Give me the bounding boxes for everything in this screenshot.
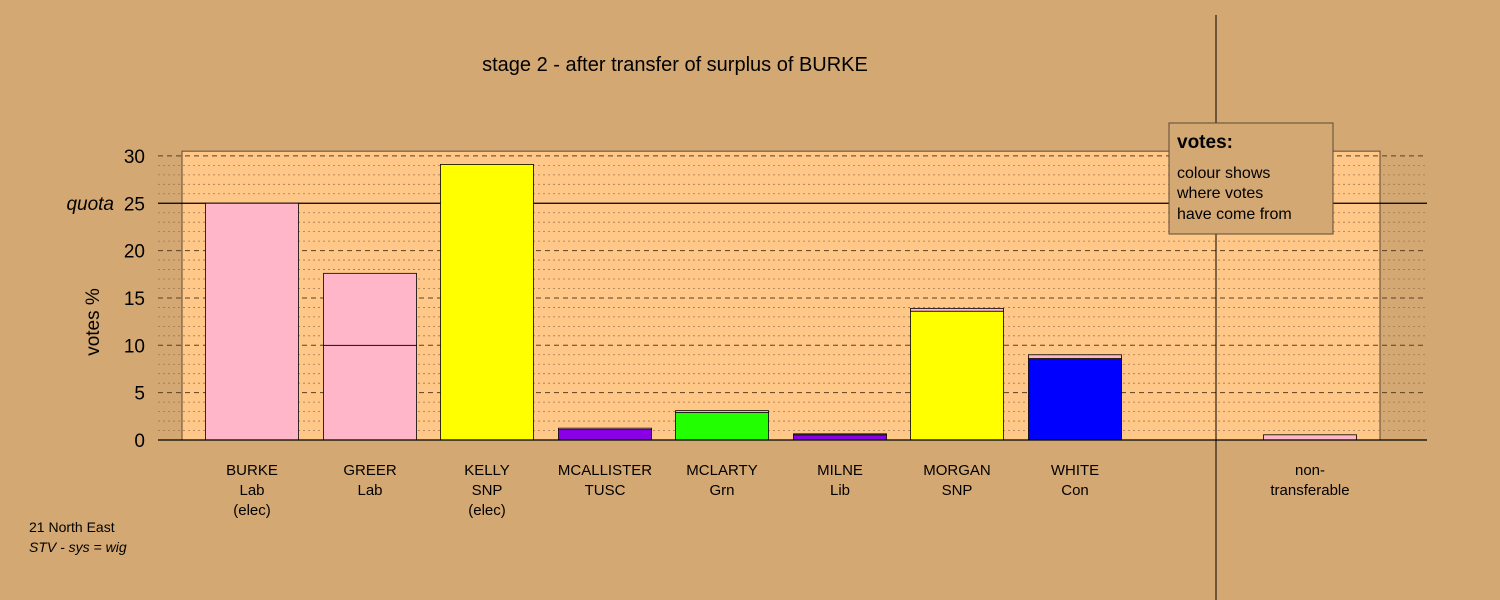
y-tick-label: 20	[124, 242, 145, 263]
bar-segment	[793, 433, 887, 436]
candidate-label: MCLARTY	[686, 462, 757, 479]
candidate-label: Grn	[709, 482, 734, 499]
bar-segment	[323, 344, 417, 441]
legend-line: have come from	[1177, 206, 1292, 223]
candidate-label: GREER	[343, 462, 397, 479]
x-axis-labels: BURKE Lab (elec) GREER Lab KELLY SNP (elec) MCAL…	[226, 462, 1349, 519]
candidate-label: MILNE	[817, 462, 863, 479]
candidate-label: Lab	[239, 482, 264, 499]
bar-segment	[675, 412, 769, 441]
y-tick-label: 0	[134, 431, 145, 452]
candidate-label: WHITE	[1051, 462, 1099, 479]
candidate-label: KELLY	[464, 462, 510, 479]
candidate-label: (elec)	[233, 502, 271, 519]
bar-segment	[1028, 354, 1122, 359]
bar-segment	[558, 429, 652, 441]
quota-label: quota	[66, 194, 114, 215]
y-tick-label: 15	[124, 289, 145, 310]
bar-segment	[910, 307, 1004, 312]
y-tick-label: 5	[134, 384, 145, 405]
bar-segment	[558, 427, 652, 430]
y-tick-label: 25	[124, 194, 145, 215]
candidate-label: BURKE	[226, 462, 278, 479]
bar-segment	[1263, 434, 1357, 441]
bars	[205, 164, 1357, 441]
candidate-label: MORGAN	[923, 462, 991, 479]
legend-box	[1168, 122, 1334, 235]
bar-segment	[1028, 358, 1122, 441]
footnote-system: STV - sys = wig	[29, 539, 127, 555]
candidate-label: Lib	[830, 482, 850, 499]
bar-segment	[440, 164, 534, 441]
candidate-label: non-	[1295, 462, 1325, 479]
y-axis-label: votes %	[83, 288, 104, 356]
candidate-label: Con	[1061, 482, 1089, 499]
legend-line: colour shows	[1177, 165, 1270, 182]
bar-segment	[910, 310, 1004, 441]
y-axis: 0 5 10 15 20 25 30	[124, 147, 1427, 452]
bar-segment	[793, 434, 887, 441]
y-tick-label: 30	[124, 147, 145, 168]
legend-line: where votes	[1176, 185, 1263, 202]
legend-title: votes:	[1177, 132, 1233, 153]
bar-segment	[323, 272, 417, 346]
candidate-label: transferable	[1270, 482, 1349, 499]
chart-title: stage 2 - after transfer of surplus of B…	[482, 54, 868, 76]
candidate-label: MCALLISTER	[558, 462, 652, 479]
candidate-label: TUSC	[585, 482, 626, 499]
bar-segment	[205, 202, 299, 441]
y-tick-label: 10	[124, 336, 145, 357]
legend: votes: colour shows where votes have com…	[1168, 122, 1334, 235]
candidate-label: (elec)	[468, 502, 506, 519]
footnote-constituency: 21 North East	[29, 519, 115, 535]
candidate-label: SNP	[942, 482, 973, 499]
candidate-label: Lab	[357, 482, 382, 499]
candidate-label: SNP	[472, 482, 503, 499]
bar-segment	[675, 410, 769, 413]
